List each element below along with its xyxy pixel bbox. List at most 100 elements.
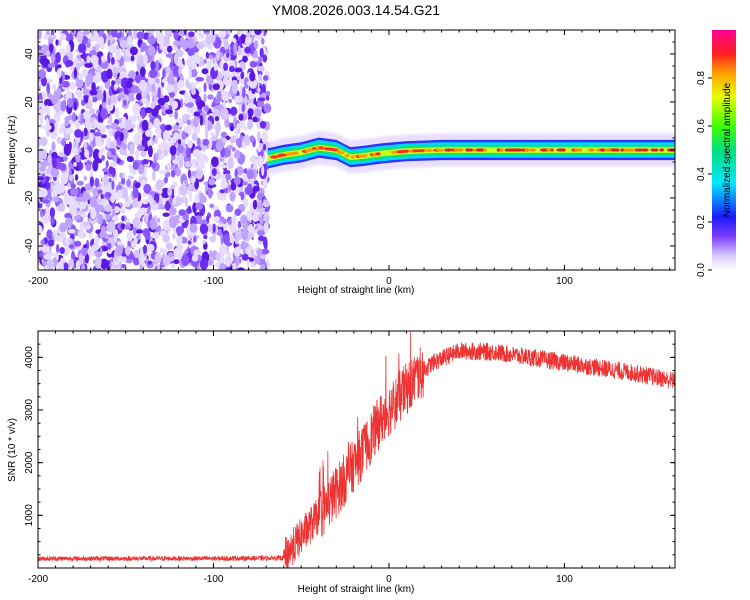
noise-cell (196, 137, 201, 146)
noise-cell (265, 95, 270, 101)
noise-cell (50, 166, 59, 178)
noise-cell (148, 69, 158, 79)
noise-cell (152, 200, 157, 206)
noise-cell (38, 224, 43, 236)
noise-cell (249, 71, 256, 82)
noise-cell (211, 156, 219, 168)
noise-cell (212, 108, 221, 119)
noise-cell (235, 255, 240, 267)
noise-cell (248, 210, 253, 222)
noise-cell (240, 33, 246, 44)
noise-cell (157, 87, 161, 99)
noise-cell (38, 30, 42, 40)
noise-cell (125, 81, 133, 89)
noise-cell (194, 168, 204, 180)
noise-cell (227, 144, 233, 150)
noise-cell (78, 161, 83, 171)
noise-cell (66, 195, 75, 206)
noise-cell (81, 264, 86, 270)
noise-cell (38, 45, 43, 51)
noise-cell (38, 244, 45, 249)
noise-cell (258, 239, 263, 245)
noise-cell (256, 65, 265, 72)
noise-cell (108, 166, 114, 175)
noise-cell (105, 101, 114, 112)
colorbar-tick-label: 0.6 (696, 119, 707, 133)
noise-cell (56, 261, 64, 270)
noise-cell (75, 153, 81, 163)
noise-cell (38, 69, 46, 79)
noise-cell (126, 35, 133, 46)
noise-cell (131, 240, 137, 249)
noise-cell (100, 134, 107, 139)
noise-cell (38, 163, 42, 169)
noise-cell (173, 31, 179, 41)
noise-cell (234, 229, 244, 241)
noise-cell (134, 182, 141, 189)
noise-cell (68, 258, 74, 266)
noise-cell (203, 82, 207, 93)
noise-cell (242, 86, 246, 99)
noise-cell (230, 106, 238, 116)
noise-cell (225, 204, 234, 213)
noise-cell (74, 215, 81, 220)
noise-cell (187, 240, 192, 245)
noise-cell (238, 113, 244, 121)
noise-cell (170, 263, 176, 269)
noise-cell (93, 119, 98, 129)
noise-cell (52, 84, 57, 91)
noise-cell (48, 119, 56, 125)
colorbar-tick-label: 0.8 (696, 71, 707, 85)
noise-cell (162, 248, 168, 256)
noise-cell (111, 180, 115, 191)
noise-cell (124, 245, 131, 256)
noise-cell (152, 170, 156, 182)
noise-cell (172, 124, 179, 132)
noise-cell (119, 207, 126, 214)
noise-cell (76, 122, 80, 132)
noise-cell (236, 137, 243, 148)
noise-cell (211, 135, 218, 142)
noise-cell (178, 209, 186, 216)
noise-cell (71, 30, 76, 36)
y-tick-label: 4000 (24, 346, 35, 369)
noise-cell (50, 53, 55, 63)
noise-cell (220, 233, 224, 245)
noise-cell (196, 162, 205, 170)
noise-cell (94, 257, 102, 269)
band-hotspot (360, 154, 368, 158)
noise-cell (73, 161, 77, 167)
noise-cell (261, 83, 266, 95)
noise-cell (240, 191, 245, 201)
noise-cell (169, 145, 177, 156)
noise-cell (82, 30, 90, 36)
noise-cell (254, 255, 261, 265)
noise-cell (257, 147, 262, 152)
noise-cell (42, 260, 48, 266)
noise-cell (186, 37, 194, 49)
noise-cell (129, 46, 138, 56)
noise-cell (162, 219, 170, 231)
noise-cell (253, 40, 259, 50)
noise-cell (109, 262, 113, 267)
noise-cell (96, 122, 105, 131)
noise-cell (167, 45, 173, 53)
band-hotspot (496, 148, 501, 152)
noise-cell (38, 176, 44, 181)
noise-cell (38, 190, 42, 196)
noise-cell (217, 223, 223, 228)
noise-cell (143, 183, 152, 194)
noise-cell (203, 58, 207, 64)
band-hotspot (417, 149, 423, 153)
noise-cell (240, 214, 248, 225)
noise-cell (189, 223, 198, 233)
noise-cell (74, 129, 83, 138)
noise-cell (196, 42, 205, 50)
noise-cell (199, 114, 204, 126)
noise-cell (262, 199, 270, 208)
noise-cell (101, 55, 106, 63)
noise-cell (89, 196, 97, 208)
noise-cell (178, 66, 182, 76)
noise-cell (263, 213, 269, 222)
